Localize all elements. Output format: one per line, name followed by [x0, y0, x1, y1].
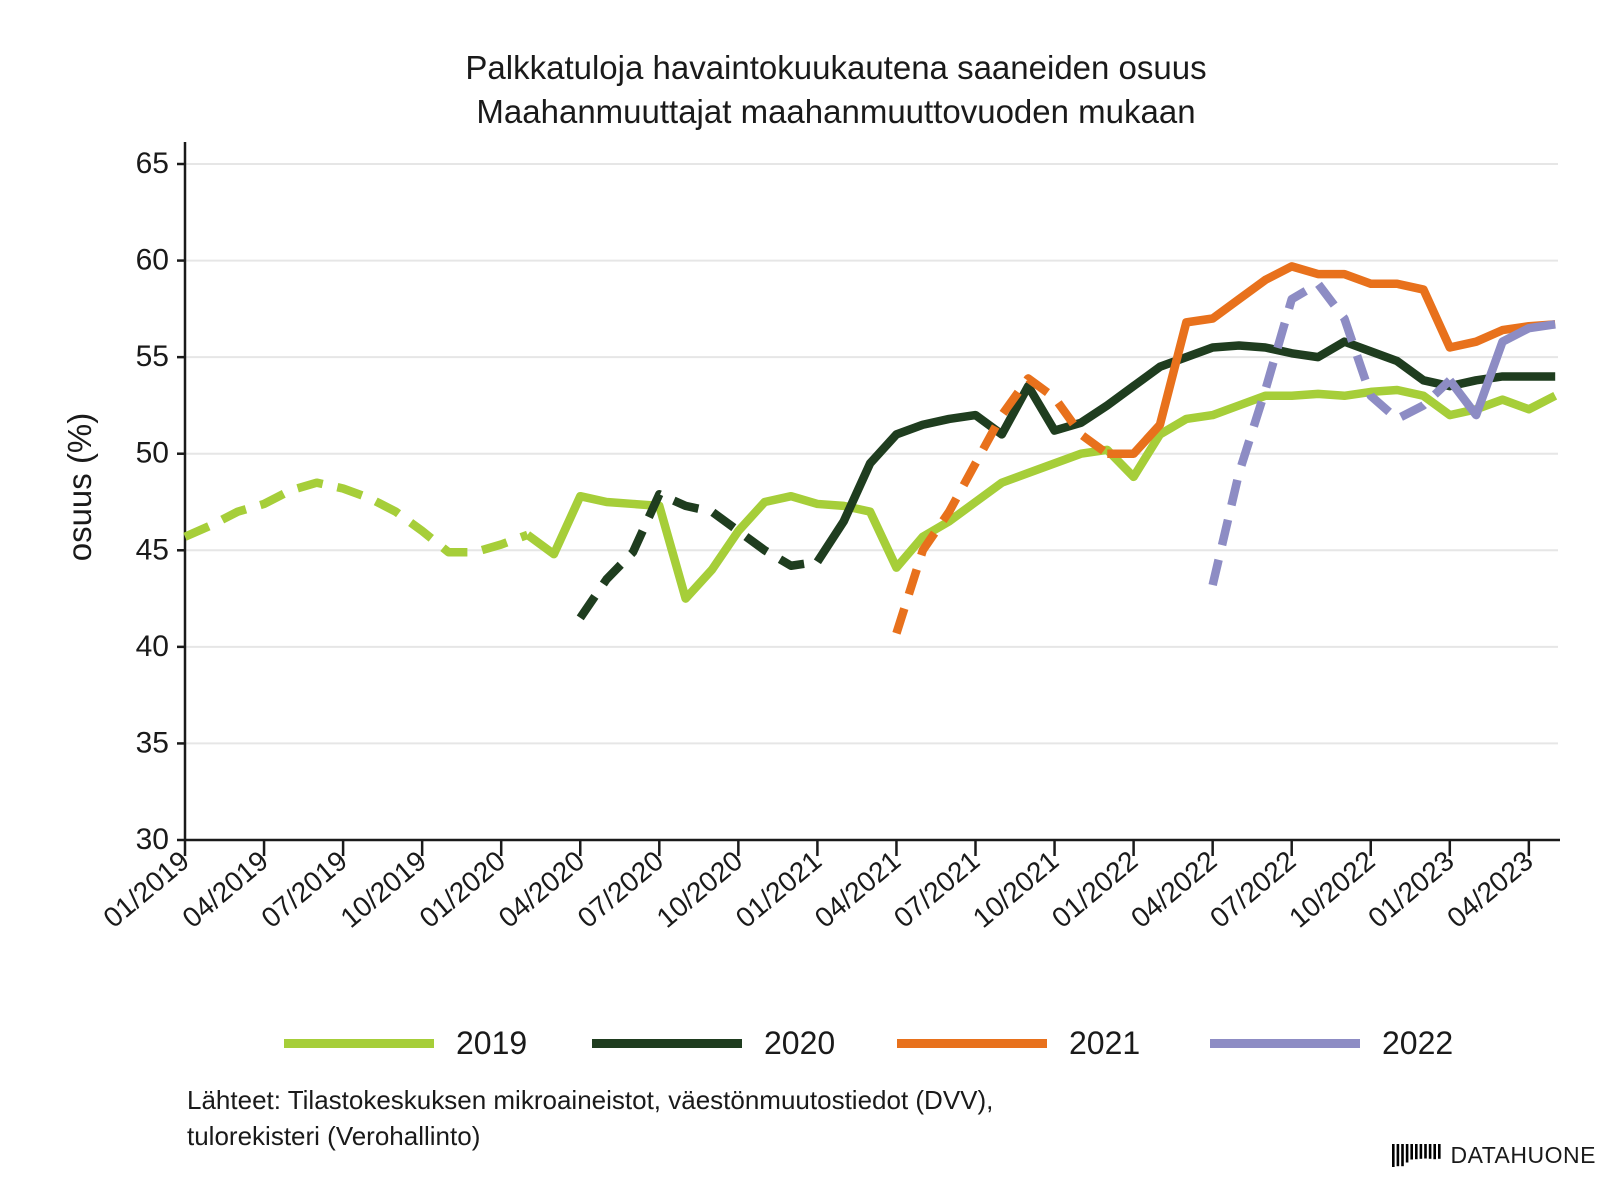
svg-text:01/2022: 01/2022 — [1046, 845, 1143, 934]
svg-text:10/2019: 10/2019 — [335, 845, 432, 934]
svg-text:10/2021: 10/2021 — [967, 845, 1064, 934]
svg-text:01/2020: 01/2020 — [414, 845, 511, 934]
svg-text:07/2019: 07/2019 — [255, 845, 352, 934]
svg-text:07/2020: 07/2020 — [572, 845, 669, 934]
svg-text:01/2019: 01/2019 — [97, 845, 194, 934]
svg-text:04/2023: 04/2023 — [1441, 845, 1538, 934]
svg-text:01/2023: 01/2023 — [1362, 845, 1459, 934]
svg-text:07/2021: 07/2021 — [888, 845, 985, 934]
svg-text:10/2022: 10/2022 — [1283, 845, 1380, 934]
svg-text:55: 55 — [136, 340, 169, 373]
svg-text:60: 60 — [136, 244, 169, 277]
svg-text:07/2022: 07/2022 — [1204, 845, 1301, 934]
svg-text:04/2021: 04/2021 — [809, 845, 906, 934]
svg-text:35: 35 — [136, 726, 169, 759]
svg-text:04/2022: 04/2022 — [1125, 845, 1222, 934]
svg-text:04/2019: 04/2019 — [176, 845, 273, 934]
svg-text:30: 30 — [136, 823, 169, 856]
svg-text:10/2020: 10/2020 — [651, 845, 748, 934]
svg-text:01/2021: 01/2021 — [730, 845, 827, 934]
svg-text:40: 40 — [136, 630, 169, 663]
svg-text:65: 65 — [136, 147, 169, 180]
svg-text:50: 50 — [136, 437, 169, 470]
svg-text:45: 45 — [136, 533, 169, 566]
svg-text:04/2020: 04/2020 — [493, 845, 590, 934]
